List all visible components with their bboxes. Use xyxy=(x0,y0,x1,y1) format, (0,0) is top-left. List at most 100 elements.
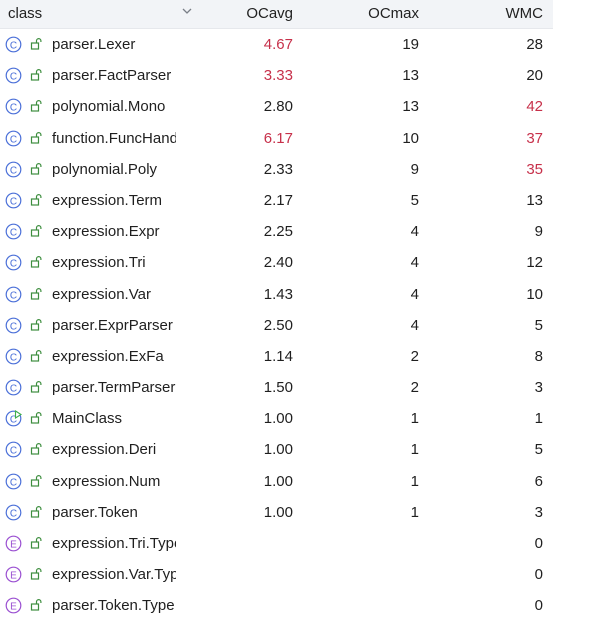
ocavg-cell: 2.40 xyxy=(263,254,293,272)
class-icon: C xyxy=(5,348,22,365)
access-open-lock-icon xyxy=(29,99,43,113)
svg-text:C: C xyxy=(10,477,17,488)
ocmax-cell: 5 xyxy=(410,191,419,209)
access-open-lock-icon xyxy=(29,131,43,145)
class-icon: C xyxy=(5,130,22,147)
access-open-lock-icon xyxy=(29,411,43,425)
svg-text:E: E xyxy=(10,602,17,613)
svg-text:C: C xyxy=(10,259,17,270)
class-name-cell: expression.Num xyxy=(52,472,161,490)
wmc-cell: 0 xyxy=(534,566,543,584)
ocavg-cell: 2.33 xyxy=(263,160,293,178)
access-open-lock-icon xyxy=(29,567,43,581)
class-name-cell: parser.Token.Type xyxy=(52,597,175,615)
class-name-cell: expression.ExFa xyxy=(52,347,164,365)
wmc-cell: 5 xyxy=(534,316,543,334)
access-open-lock-icon xyxy=(29,224,43,238)
wmc-cell: 3 xyxy=(534,503,543,521)
wmc-cell: 6 xyxy=(534,472,543,490)
class-icon: C xyxy=(5,161,22,178)
class-icon: C xyxy=(5,223,22,240)
ocmax-cell: 2 xyxy=(410,347,419,365)
ocmax-cell: 1 xyxy=(410,441,419,459)
wmc-cell: 37 xyxy=(526,129,543,147)
wmc-cell: 10 xyxy=(526,285,543,303)
class-name-cell: parser.TermParser xyxy=(52,379,176,397)
ocavg-cell: 1.00 xyxy=(263,472,293,490)
access-open-lock-icon xyxy=(29,380,43,394)
class-icon: C xyxy=(5,36,22,53)
ocavg-cell: 2.17 xyxy=(263,191,293,209)
svg-text:C: C xyxy=(10,352,17,363)
ocmax-cell: 4 xyxy=(410,254,419,272)
wmc-cell: 13 xyxy=(526,191,543,209)
wmc-cell: 9 xyxy=(534,223,543,241)
column-header-class[interactable]: class xyxy=(8,5,43,22)
access-open-lock-icon xyxy=(29,318,43,332)
class-name-cell: parser.FactParser xyxy=(52,67,172,85)
class-name-cell: expression.Deri xyxy=(52,441,157,459)
access-open-lock-icon xyxy=(29,349,43,363)
wmc-cell: 12 xyxy=(526,254,543,272)
class-icon: C xyxy=(5,441,22,458)
access-open-lock-icon xyxy=(29,193,43,207)
ocavg-cell: 1.43 xyxy=(263,285,293,303)
class-name-cell: polynomial.Mono xyxy=(52,98,166,116)
ocmax-cell: 10 xyxy=(402,129,419,147)
class-name-cell: MainClass xyxy=(52,410,123,428)
class-name-cell: polynomial.Poly xyxy=(52,160,158,178)
ocmax-cell: 19 xyxy=(402,36,419,53)
ocmax-cell: 4 xyxy=(410,223,419,241)
class-icon: C xyxy=(5,192,22,209)
ocavg-cell: 1.50 xyxy=(263,379,293,397)
wmc-cell: 35 xyxy=(526,160,543,178)
svg-text:E: E xyxy=(10,570,17,581)
column-header-ocavg[interactable]: OCavg xyxy=(246,5,293,22)
column-header-wmc[interactable]: WMC xyxy=(505,5,544,22)
enum-icon: E xyxy=(5,566,22,583)
wmc-cell: 0 xyxy=(534,597,543,615)
wmc-cell: 20 xyxy=(526,67,543,85)
ocavg-cell: 1.14 xyxy=(263,347,293,365)
wmc-cell: 0 xyxy=(534,535,543,552)
ocavg-cell: 1.00 xyxy=(263,441,293,459)
class-name-cell: parser.ExprParser xyxy=(52,316,173,334)
ocmax-cell: 13 xyxy=(402,67,419,85)
access-open-lock-icon xyxy=(29,505,43,519)
class-name-cell: expression.Var xyxy=(52,285,151,303)
ocmax-cell: 2 xyxy=(410,379,419,397)
svg-text:C: C xyxy=(10,415,17,426)
column-header-ocmax[interactable]: OCmax xyxy=(368,5,419,22)
main-class-icon: C xyxy=(5,410,23,427)
chevron-down-icon[interactable] xyxy=(180,4,194,18)
ocmax-cell: 4 xyxy=(410,316,419,334)
class-name-cell: function.FuncHandler xyxy=(52,129,176,147)
access-open-lock-icon xyxy=(29,287,43,301)
svg-text:C: C xyxy=(10,227,17,238)
access-open-lock-icon xyxy=(29,68,43,82)
table-row[interactable]: C MainClass 1.00 1 1 xyxy=(0,403,553,434)
svg-text:C: C xyxy=(10,40,17,51)
svg-text:C: C xyxy=(10,321,17,332)
ocavg-cell: 1.00 xyxy=(263,503,293,521)
svg-text:C: C xyxy=(10,103,17,114)
